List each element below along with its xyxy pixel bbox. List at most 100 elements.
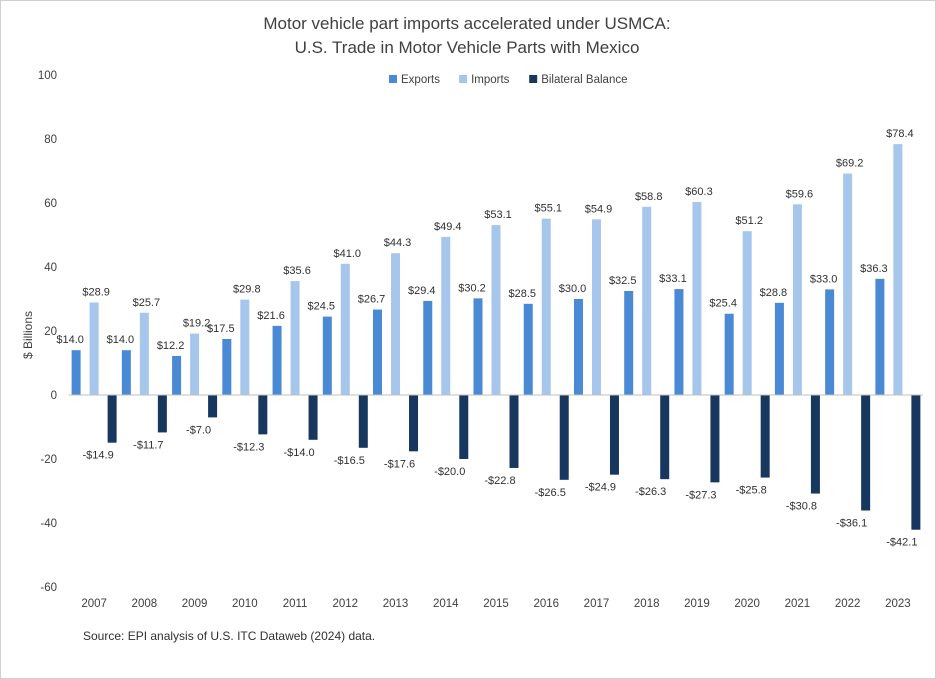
data-label-imports: $25.7 — [133, 297, 161, 309]
data-label-imports: $51.2 — [735, 215, 763, 227]
bar-exports — [774, 302, 784, 395]
legend-swatch-exports — [389, 75, 397, 83]
bar-balance — [409, 395, 419, 452]
bar-balance — [810, 395, 820, 494]
data-label-exports: $24.5 — [308, 301, 336, 313]
bar-balance — [358, 395, 368, 448]
x-tick-label: 2015 — [483, 598, 509, 610]
data-label-exports: $25.4 — [709, 298, 737, 310]
legend-swatch-balance — [529, 75, 538, 83]
x-axis-ticks: 2007 2008 2009 2010 2011 2012 2013 2014 2015 2016… — [81, 598, 910, 610]
y-tick-label: 100 — [38, 70, 57, 82]
data-label-imports: $59.6 — [786, 188, 814, 200]
data-label-exports: $17.5 — [207, 323, 235, 335]
data-label-imports: $29.8 — [233, 284, 261, 296]
bar-balance — [861, 395, 871, 511]
bar-imports — [190, 333, 200, 395]
data-label-balance: -$22.8 — [484, 475, 515, 487]
data-label-balance: -$11.7 — [133, 439, 163, 451]
bar-imports — [139, 312, 149, 395]
data-label-balance: -$20.0 — [434, 466, 465, 478]
chart-subtitle: U.S. Trade in Motor Vehicle Parts with M… — [295, 38, 640, 57]
bar-exports — [674, 289, 684, 395]
bar-exports — [624, 291, 634, 395]
bar-imports — [290, 281, 300, 395]
bar-exports — [121, 350, 131, 395]
data-label-imports: $28.9 — [82, 287, 110, 299]
data-label-imports: $58.8 — [635, 191, 663, 203]
bar-imports — [491, 225, 501, 395]
legend-label-balance: Bilateral Balance — [541, 74, 627, 86]
data-label-imports: $53.1 — [484, 209, 512, 221]
bar-balance — [509, 395, 519, 468]
bar-exports — [573, 299, 583, 395]
bar-balance — [760, 395, 770, 478]
x-tick-label: 2023 — [885, 598, 911, 610]
bar-imports — [541, 218, 551, 395]
bar-imports — [240, 299, 250, 395]
legend: Exports Imports Bilateral Balance — [389, 74, 628, 86]
bar-exports — [222, 339, 232, 395]
y-tick-label: -60 — [40, 582, 57, 594]
data-label-imports: $78.4 — [886, 128, 914, 140]
y-tick-label: -20 — [40, 454, 57, 466]
bar-imports — [391, 253, 401, 395]
x-tick-label: 2022 — [835, 598, 861, 610]
y-axis-ticks: -60 -40 -20 0 20 40 60 80 100 — [38, 70, 57, 594]
data-label-balance: -$14.0 — [283, 447, 314, 459]
chart-title: Motor vehicle part imports accelerated u… — [263, 14, 670, 33]
data-label-imports: $41.0 — [334, 248, 362, 260]
bar-exports — [423, 300, 433, 395]
x-tick-label: 2009 — [182, 598, 208, 610]
x-tick-label: 2021 — [785, 598, 811, 610]
data-label-balance: -$16.5 — [334, 455, 365, 467]
bar-exports — [473, 298, 483, 395]
bar-exports — [172, 355, 182, 395]
bar-imports — [692, 202, 702, 395]
bar-balance — [308, 395, 318, 440]
data-label-imports: $55.1 — [534, 203, 562, 215]
x-tick-label: 2019 — [684, 598, 710, 610]
legend-label-exports: Exports — [401, 74, 440, 86]
source-note: Source: EPI analysis of U.S. ITC Dataweb… — [83, 629, 376, 643]
data-label-exports: $28.5 — [508, 288, 536, 300]
bar-imports — [792, 204, 802, 395]
x-tick-label: 2017 — [584, 598, 610, 610]
y-tick-label: -40 — [40, 518, 57, 530]
bar-imports — [340, 263, 350, 395]
bars-layer — [71, 144, 921, 530]
x-tick-label: 2007 — [81, 598, 107, 610]
bar-balance — [459, 395, 469, 459]
bar-exports — [523, 303, 533, 395]
data-label-exports: $30.0 — [559, 283, 587, 295]
data-label-exports: $33.1 — [659, 273, 687, 285]
data-label-exports: $28.8 — [760, 287, 788, 299]
x-tick-label: 2013 — [383, 598, 409, 610]
data-label-imports: $69.2 — [836, 158, 864, 170]
data-label-balance: -$17.6 — [384, 458, 415, 470]
data-label-imports: $60.3 — [685, 186, 713, 198]
data-label-imports: $49.4 — [434, 221, 462, 233]
x-tick-label: 2018 — [634, 598, 660, 610]
data-label-exports: $12.2 — [157, 340, 185, 352]
bar-exports — [373, 309, 383, 395]
x-tick-label: 2016 — [533, 598, 559, 610]
bar-balance — [258, 395, 268, 435]
bar-balance — [208, 395, 218, 418]
data-label-balance: -$27.3 — [685, 489, 716, 501]
data-label-imports: $19.2 — [183, 318, 211, 330]
bar-exports — [825, 289, 835, 395]
bar-balance — [559, 395, 569, 480]
data-label-balance: -$26.5 — [535, 487, 566, 499]
bar-exports — [875, 278, 885, 395]
data-label-balance: -$25.8 — [736, 485, 767, 497]
data-label-balance: -$14.9 — [83, 450, 114, 462]
data-label-balance: -$7.0 — [186, 424, 211, 436]
data-label-exports: $26.7 — [358, 294, 386, 306]
data-label-imports: $44.3 — [384, 237, 412, 249]
y-tick-label: 40 — [44, 262, 57, 274]
bar-balance — [660, 395, 670, 480]
x-tick-label: 2012 — [332, 598, 358, 610]
